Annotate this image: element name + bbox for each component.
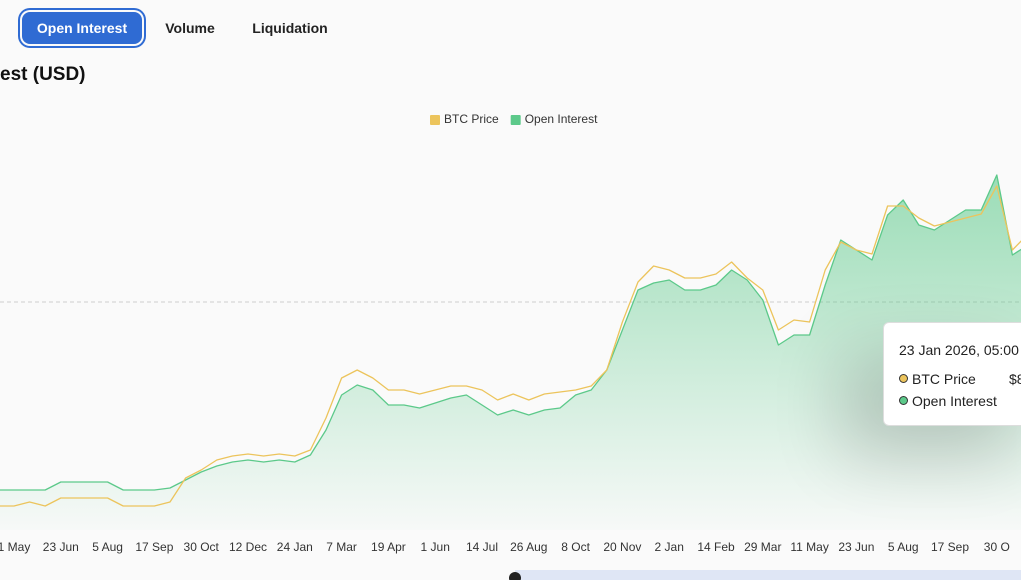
legend-label: Open Interest	[525, 112, 598, 126]
x-tick-label: 8 Oct	[561, 540, 590, 554]
legend-swatch	[510, 115, 521, 125]
tooltip-label: Open Interest	[912, 393, 997, 409]
tab-liquidation[interactable]: Liquidation	[252, 20, 328, 36]
x-tick-label: 7 Mar	[326, 540, 357, 554]
x-tick-label: 5 Aug	[888, 540, 919, 554]
x-tick-label: 30 O	[984, 540, 1010, 554]
tooltip-row: BTC Price $8	[899, 371, 1021, 387]
x-tick-label: 11 May	[790, 540, 828, 554]
x-tick-label: 29 Mar	[744, 540, 781, 554]
x-tick-label: 17 Sep	[135, 540, 173, 554]
x-tick-label: 30 Oct	[184, 540, 220, 554]
x-tick-label: 23 Jun	[838, 540, 874, 554]
x-tick-label: 14 Jul	[466, 540, 498, 554]
plot: 1 May 23 Jun 5 Aug 17 Sep 30 Oct 12 Dec 24 Jan…	[0, 174, 1021, 554]
tab-open-interest[interactable]: Open Interest	[22, 12, 142, 44]
navigator[interactable]	[515, 570, 1021, 580]
x-tick-label: 1 Jun	[421, 540, 450, 554]
tooltip-title: 23 Jan 2026, 05:00	[899, 342, 1019, 358]
chart-title: est (USD)	[0, 64, 86, 85]
area	[0, 175, 1021, 530]
tooltip-value: $8	[1009, 371, 1021, 387]
navigator-handle[interactable]	[509, 572, 521, 580]
x-tick-label: 17 Sep	[931, 540, 969, 554]
x-tick-label: 2 Jan	[655, 540, 684, 554]
x-tick-label: 1 May	[0, 540, 30, 554]
tooltip-dot	[899, 396, 908, 405]
x-tick-label: 24 Jan	[277, 540, 313, 554]
x-tick-label: 23 Jun	[43, 540, 79, 554]
tooltip-row: Open Interest	[899, 393, 997, 409]
tooltip-label: BTC Price	[912, 371, 976, 387]
x-tick-label: 19 Apr	[371, 540, 406, 554]
legend-swatch	[430, 115, 440, 125]
line	[0, 185, 1021, 507]
tab-volume[interactable]: Volume	[165, 20, 215, 36]
legend-label: BTC Price	[444, 112, 499, 126]
x-tick-label: 26 Aug	[510, 540, 547, 554]
x-tick-label: 5 Aug	[92, 540, 123, 554]
x-tick-label: 12 Dec	[229, 540, 267, 554]
tooltip-dot	[899, 374, 908, 383]
tooltip: 23 Jan 2026, 05:00 BTC Price $8 Open Inte…	[883, 322, 1021, 426]
x-tick-label: 14 Feb	[697, 540, 735, 554]
x-tick-label: 20 Nov	[603, 540, 641, 554]
